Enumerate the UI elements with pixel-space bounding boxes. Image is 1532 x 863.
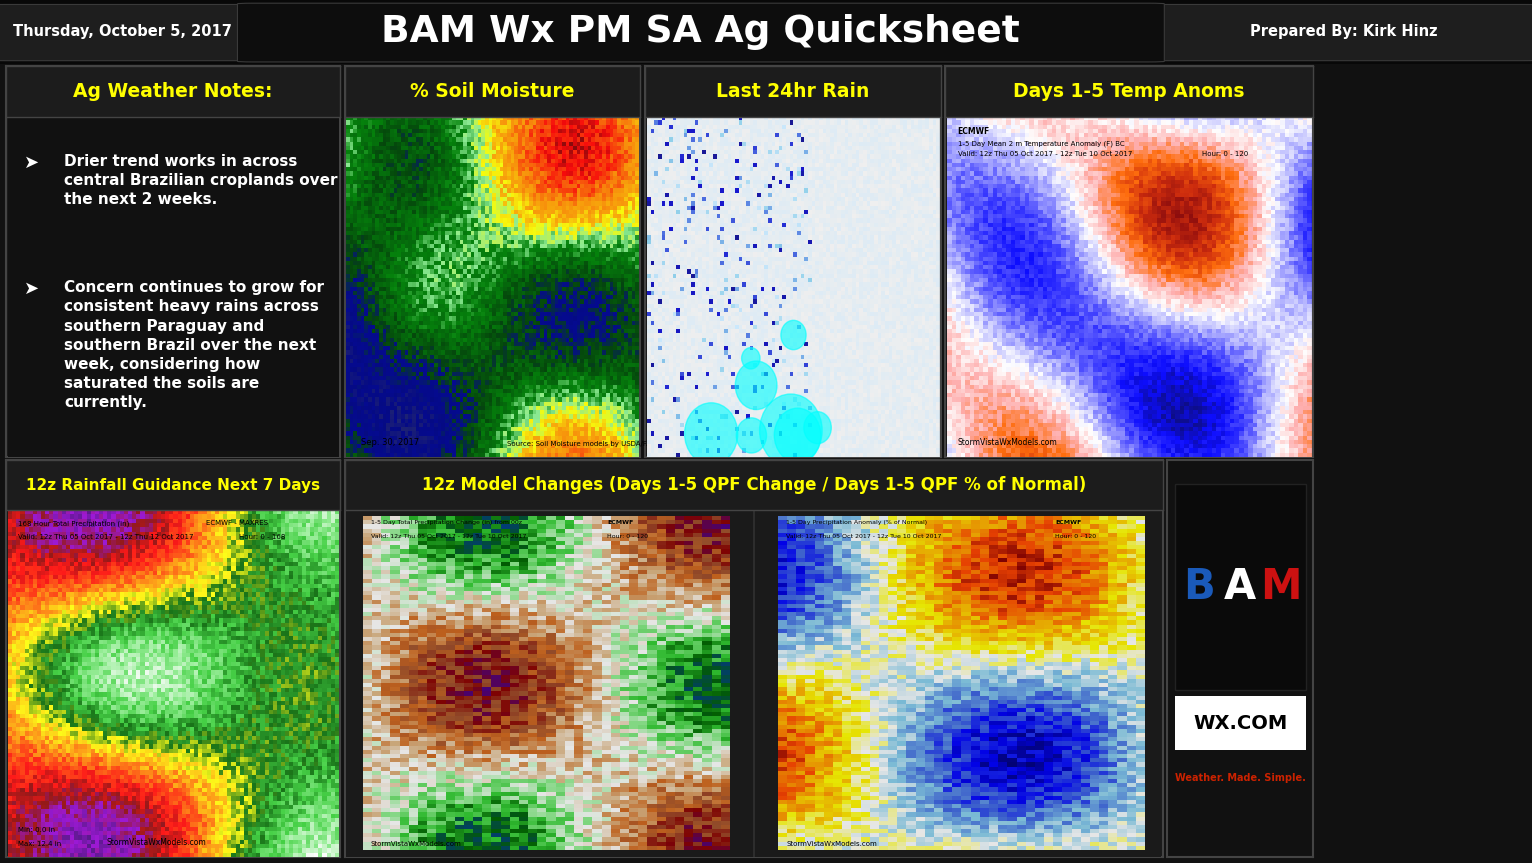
Text: Valid: 12z Thu 05 Oct 2017 - 12z Tue 10 Oct 2017: Valid: 12z Thu 05 Oct 2017 - 12z Tue 10 … <box>786 534 942 539</box>
Text: Valid: 12z Thu 05 Oct 2017 - 12z Thu 12 Oct 2017: Valid: 12z Thu 05 Oct 2017 - 12z Thu 12 … <box>17 534 193 540</box>
FancyBboxPatch shape <box>1149 4 1532 60</box>
FancyBboxPatch shape <box>237 3 1164 62</box>
Text: WX.COM: WX.COM <box>1193 714 1287 733</box>
Circle shape <box>685 403 738 464</box>
Text: 1-5 Day Mean 2 m Temperature Anomaly (F) BC: 1-5 Day Mean 2 m Temperature Anomaly (F)… <box>958 141 1124 147</box>
Text: StormVistaWxModels.com: StormVistaWxModels.com <box>786 841 878 847</box>
Text: Max: 12.4 in: Max: 12.4 in <box>17 841 61 847</box>
Text: Hour: 0 - 120: Hour: 0 - 120 <box>1056 534 1097 539</box>
Text: StormVistaWxModels.com: StormVistaWxModels.com <box>371 841 461 847</box>
Text: B: B <box>1184 566 1215 608</box>
Text: Valid: 12z Thu 05 Oct 2017 - 12z Tue 10 Oct 2017: Valid: 12z Thu 05 Oct 2017 - 12z Tue 10 … <box>958 151 1132 156</box>
Bar <box>1175 696 1305 750</box>
Text: Hour: 0 - 120: Hour: 0 - 120 <box>1203 151 1249 156</box>
Circle shape <box>781 320 806 350</box>
Circle shape <box>741 348 760 369</box>
Text: ECMWF: ECMWF <box>607 520 633 526</box>
Text: % Soil Moisture: % Soil Moisture <box>411 82 574 101</box>
Text: Ag Weather Notes:: Ag Weather Notes: <box>74 82 273 101</box>
Circle shape <box>735 361 777 410</box>
Circle shape <box>760 394 823 467</box>
Text: Source: Soil Moisture models by USDA/FAS/OGA/IPAO: Source: Soil Moisture models by USDA/FAS… <box>507 441 691 447</box>
Circle shape <box>774 408 821 463</box>
Bar <box>1175 484 1305 690</box>
Text: Thursday, October 5, 2017: Thursday, October 5, 2017 <box>14 24 231 40</box>
Text: StormVistaWxModels.com: StormVistaWxModels.com <box>107 838 207 847</box>
Circle shape <box>737 418 766 453</box>
Text: 12z Model Changes (Days 1-5 QPF Change / Days 1-5 QPF % of Normal): 12z Model Changes (Days 1-5 QPF Change /… <box>421 476 1086 494</box>
Text: ➤: ➤ <box>25 280 40 298</box>
Circle shape <box>804 412 832 444</box>
Text: StormVistaWxModels.com: StormVistaWxModels.com <box>958 438 1057 447</box>
FancyBboxPatch shape <box>0 4 257 60</box>
Text: Valid: 12z Thu 05 Oct 2017 - 12z Tue 10 Oct 2017: Valid: 12z Thu 05 Oct 2017 - 12z Tue 10 … <box>371 534 525 539</box>
Text: M: M <box>1261 566 1302 608</box>
Text: 12z Rainfall Guidance Next 7 Days: 12z Rainfall Guidance Next 7 Days <box>26 477 320 493</box>
Text: Drier trend works in across
central Brazilian croplands over
the next 2 weeks.: Drier trend works in across central Braz… <box>64 154 337 207</box>
Text: 168 Hour Total Precipitation (in): 168 Hour Total Precipitation (in) <box>17 520 129 527</box>
Text: Hour: 0 - 168: Hour: 0 - 168 <box>239 534 285 540</box>
Text: 1-5 Day Precipitation Anomaly (% of Normal): 1-5 Day Precipitation Anomaly (% of Norm… <box>786 520 927 526</box>
Text: Concern continues to grow for
consistent heavy rains across
southern Paraguay an: Concern continues to grow for consistent… <box>64 280 323 410</box>
Text: Last 24hr Rain: Last 24hr Rain <box>715 82 870 101</box>
Text: Prepared By: Kirk Hinz: Prepared By: Kirk Hinz <box>1250 24 1437 40</box>
Text: ECMWF: ECMWF <box>1056 520 1082 526</box>
Text: Min: 0.0 in: Min: 0.0 in <box>17 827 55 833</box>
Text: BAM Wx PM SA Ag Quicksheet: BAM Wx PM SA Ag Quicksheet <box>381 14 1019 50</box>
Text: Days 1-5 Temp Anoms: Days 1-5 Temp Anoms <box>1013 82 1246 101</box>
Text: ➤: ➤ <box>25 154 40 172</box>
Text: 1-5 Day Total Precipitation Change (in) from 00z: 1-5 Day Total Precipitation Change (in) … <box>371 520 522 526</box>
Text: ECMWF: ECMWF <box>958 127 990 135</box>
Text: Weather. Made. Simple.: Weather. Made. Simple. <box>1175 772 1305 783</box>
Text: ECMWF - MAXRES: ECMWF - MAXRES <box>207 520 268 526</box>
Text: Sep. 30, 2017: Sep. 30, 2017 <box>362 438 418 447</box>
Text: A: A <box>1224 566 1256 608</box>
Text: Hour: 0 - 120: Hour: 0 - 120 <box>607 534 648 539</box>
